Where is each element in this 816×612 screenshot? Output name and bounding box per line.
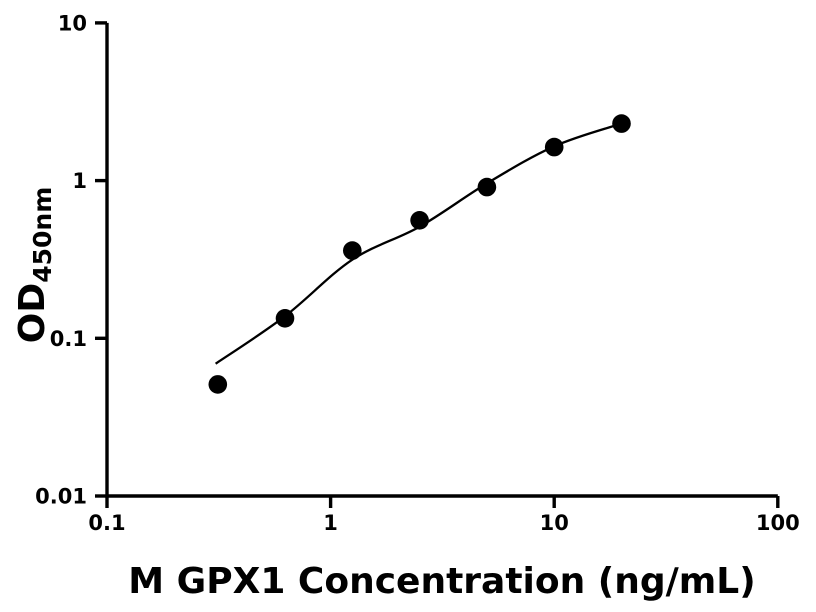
data-point bbox=[477, 177, 497, 197]
x-tick-label: 0.1 bbox=[88, 511, 125, 535]
data-point bbox=[275, 309, 295, 328]
y-axis-title-subscript: 450nm bbox=[28, 187, 57, 283]
y-tick-label: 0.1 bbox=[50, 327, 87, 351]
data-point bbox=[410, 211, 429, 230]
x-tick-label: 100 bbox=[756, 511, 800, 535]
y-tick-label: 10 bbox=[58, 11, 87, 35]
y-axis-title-main: OD bbox=[12, 283, 53, 344]
x-tick-label: 10 bbox=[540, 511, 569, 535]
plot-area bbox=[208, 114, 631, 394]
x-tick-label: 1 bbox=[323, 511, 338, 535]
y-tick-label: 0.01 bbox=[35, 485, 87, 509]
data-point bbox=[343, 241, 362, 260]
x-axis-title: M GPX1 Concentration (ng/mL) bbox=[128, 561, 755, 602]
y-axis-title: OD450nm bbox=[12, 187, 57, 344]
data-point bbox=[544, 137, 564, 157]
y-tick-label: 1 bbox=[72, 169, 87, 193]
data-point bbox=[612, 114, 631, 133]
data-point bbox=[208, 375, 228, 394]
